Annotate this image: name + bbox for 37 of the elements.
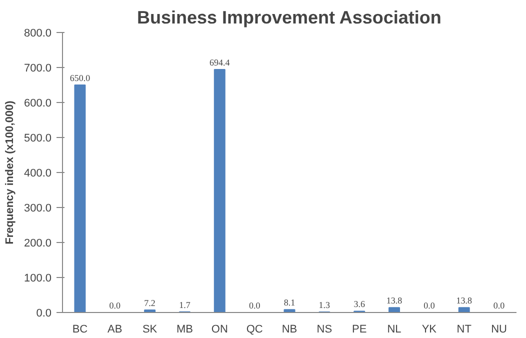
x-tick-label: PE: [352, 324, 367, 336]
x-tick-label: ON: [211, 324, 228, 336]
data-label: 650.0: [70, 73, 91, 83]
chart-title: Business Improvement Association: [136, 8, 442, 28]
data-label: 0.0: [109, 300, 122, 310]
data-label: 1.3: [318, 300, 331, 310]
x-tick-label: NB: [282, 324, 298, 336]
y-tick-label: 100.0: [24, 272, 52, 284]
x-tick-label: MB: [176, 324, 193, 336]
data-label: 7.2: [144, 298, 156, 308]
data-label: 0.0: [248, 300, 261, 310]
y-tick-label: 400.0: [24, 168, 52, 180]
y-tick-label: 600.0: [24, 98, 52, 110]
y-tick-label: 200.0: [24, 238, 52, 250]
x-tick-label: SK: [142, 324, 158, 336]
data-label: 694.4: [210, 57, 230, 68]
x-tick-label: YK: [422, 324, 438, 336]
y-tick-label: 0.0: [36, 308, 52, 320]
data-label: 1.7: [179, 300, 191, 310]
data-label: 13.8: [386, 296, 403, 306]
data-label: 13.8: [456, 296, 472, 306]
x-tick-label: NU: [491, 324, 508, 336]
y-tick-label: 500.0: [24, 132, 52, 144]
x-tick-label: NS: [316, 324, 332, 336]
data-label: 3.6: [354, 299, 366, 310]
x-tick-label: QC: [246, 324, 263, 336]
y-tick-label: 800.0: [24, 28, 52, 40]
data-label: 8.1: [284, 298, 296, 308]
x-tick-label: AB: [108, 324, 122, 336]
x-tick-label: BC: [72, 324, 88, 336]
y-tick-label: 300.0: [24, 202, 52, 214]
y-tick-label: 700.0: [24, 62, 52, 74]
data-label: 0.0: [424, 300, 436, 310]
data-label: 0.0: [493, 300, 506, 310]
y-axis-title: Frequency index (x100,000): [4, 100, 16, 244]
x-tick-label: NT: [456, 324, 472, 336]
x-tick-label: NL: [387, 324, 402, 336]
